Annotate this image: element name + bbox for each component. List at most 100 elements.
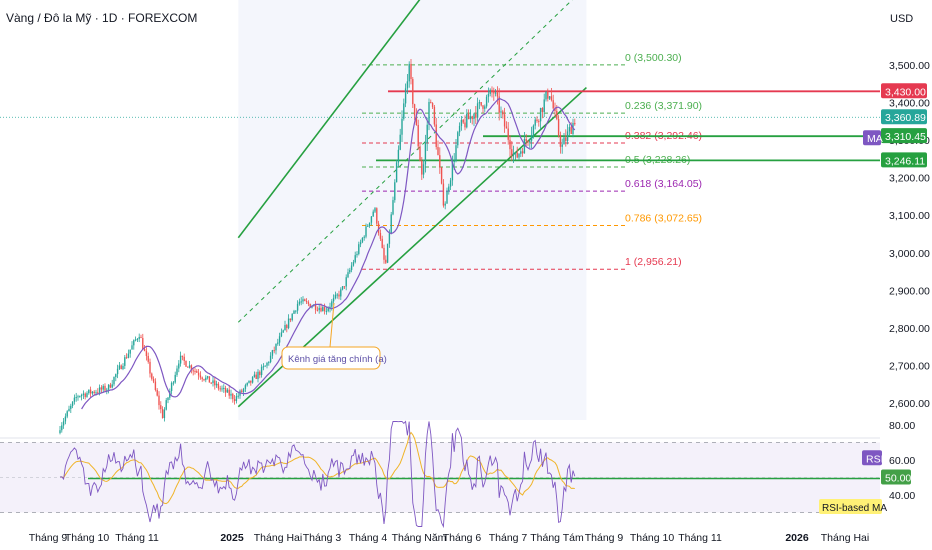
- candle-body: [547, 91, 549, 99]
- candle-body: [370, 216, 373, 223]
- candle-body: [79, 396, 81, 398]
- candle-body: [365, 226, 367, 237]
- time-tick-label: Tháng 11: [115, 532, 159, 544]
- candle-body: [388, 233, 391, 244]
- candle-body: [383, 247, 385, 260]
- candle-body: [282, 330, 284, 333]
- candle-body: [489, 89, 491, 94]
- candle-body: [545, 91, 547, 100]
- candle-body: [158, 395, 160, 406]
- rsi-line: [59, 420, 576, 529]
- candle-body: [244, 385, 247, 389]
- candle-body: [100, 387, 103, 390]
- candle-body: [435, 124, 437, 147]
- channel-mid-line: [237, 0, 573, 323]
- candle-body: [509, 139, 511, 150]
- candle-body: [149, 361, 151, 374]
- candle-body: [361, 237, 364, 243]
- candle-body: [98, 387, 101, 393]
- candle-body: [565, 137, 567, 141]
- candle-body: [352, 262, 355, 266]
- candle-body: [530, 135, 533, 141]
- candle-body: [233, 399, 236, 402]
- candle-body: [228, 389, 230, 396]
- candle-body: [314, 304, 317, 310]
- candle-body: [403, 103, 405, 119]
- candle-body: [251, 376, 254, 383]
- price-tick-label: 2,600.00: [889, 398, 930, 410]
- candle-body: [550, 96, 553, 101]
- last-price-label-bg: [881, 109, 927, 125]
- candle-body: [428, 102, 430, 125]
- candle-body: [163, 409, 166, 419]
- candle-body: [113, 377, 115, 385]
- candle-body: [458, 125, 461, 133]
- candle-body: [298, 301, 301, 304]
- candle-body: [467, 113, 470, 120]
- candle-body: [395, 162, 398, 183]
- candle-body: [88, 389, 90, 394]
- candle-body: [109, 384, 112, 388]
- candle-body: [457, 132, 459, 146]
- candle-body: [503, 114, 506, 127]
- candle-body: [300, 301, 302, 303]
- candle-body: [284, 325, 286, 331]
- candle-body: [514, 152, 517, 154]
- candle-body: [336, 294, 338, 296]
- candle-body: [201, 377, 203, 380]
- time-tick-label: 2025: [220, 532, 244, 544]
- candle-body: [86, 393, 88, 397]
- candle-body: [318, 307, 320, 311]
- fib-level-label: 0.236 (3,371.90): [625, 100, 702, 112]
- candle-body: [356, 253, 358, 256]
- candle-body: [552, 100, 554, 109]
- rsi-ma-line: [59, 431, 575, 505]
- candle-body: [97, 392, 99, 394]
- rsi-ma-badge-bg: [819, 499, 882, 514]
- candle-body: [476, 103, 479, 118]
- candle-body: [106, 389, 108, 391]
- candle-body: [264, 365, 266, 367]
- candle-body: [111, 384, 113, 388]
- time-tick-label: 2026: [785, 532, 809, 544]
- candle-body: [415, 115, 418, 125]
- candle-body: [293, 310, 295, 314]
- candle-body: [554, 108, 556, 111]
- time-tick-label: Tháng 7: [489, 532, 528, 544]
- candle-body: [559, 135, 562, 147]
- candle-body: [487, 93, 490, 97]
- candle-body: [316, 309, 319, 311]
- fib-level-label: 0 (3,500.30): [625, 52, 682, 64]
- candle-body: [70, 405, 72, 409]
- candle-body: [385, 259, 387, 263]
- candle-body: [210, 382, 212, 384]
- candle-body: [453, 160, 455, 162]
- candle-body: [394, 182, 396, 201]
- candle-body: [190, 365, 193, 371]
- candle-body: [482, 105, 484, 109]
- candle-body: [120, 365, 122, 370]
- candle-body: [235, 396, 238, 402]
- candle-body: [320, 307, 322, 312]
- candle-body: [262, 366, 265, 368]
- candle-body: [129, 349, 131, 354]
- candle-body: [478, 102, 481, 104]
- price-tick-label: 3,400.00: [889, 98, 930, 110]
- time-tick-label: Tháng Hai: [821, 532, 869, 544]
- candle-body: [271, 350, 274, 356]
- candle-body: [349, 269, 351, 273]
- candle-body: [287, 318, 290, 329]
- candle-body: [543, 99, 545, 113]
- candle-body: [529, 140, 531, 143]
- candle-body: [296, 303, 299, 311]
- candle-body: [214, 380, 216, 386]
- fib-level-label: 0.786 (3,072.65): [625, 212, 702, 224]
- candle-body: [268, 362, 270, 364]
- candle-body: [151, 373, 153, 379]
- candle-body: [539, 107, 542, 122]
- candle-body: [538, 121, 540, 123]
- candle-body: [439, 155, 441, 168]
- candle-body: [221, 388, 223, 390]
- candle-body: [73, 397, 76, 402]
